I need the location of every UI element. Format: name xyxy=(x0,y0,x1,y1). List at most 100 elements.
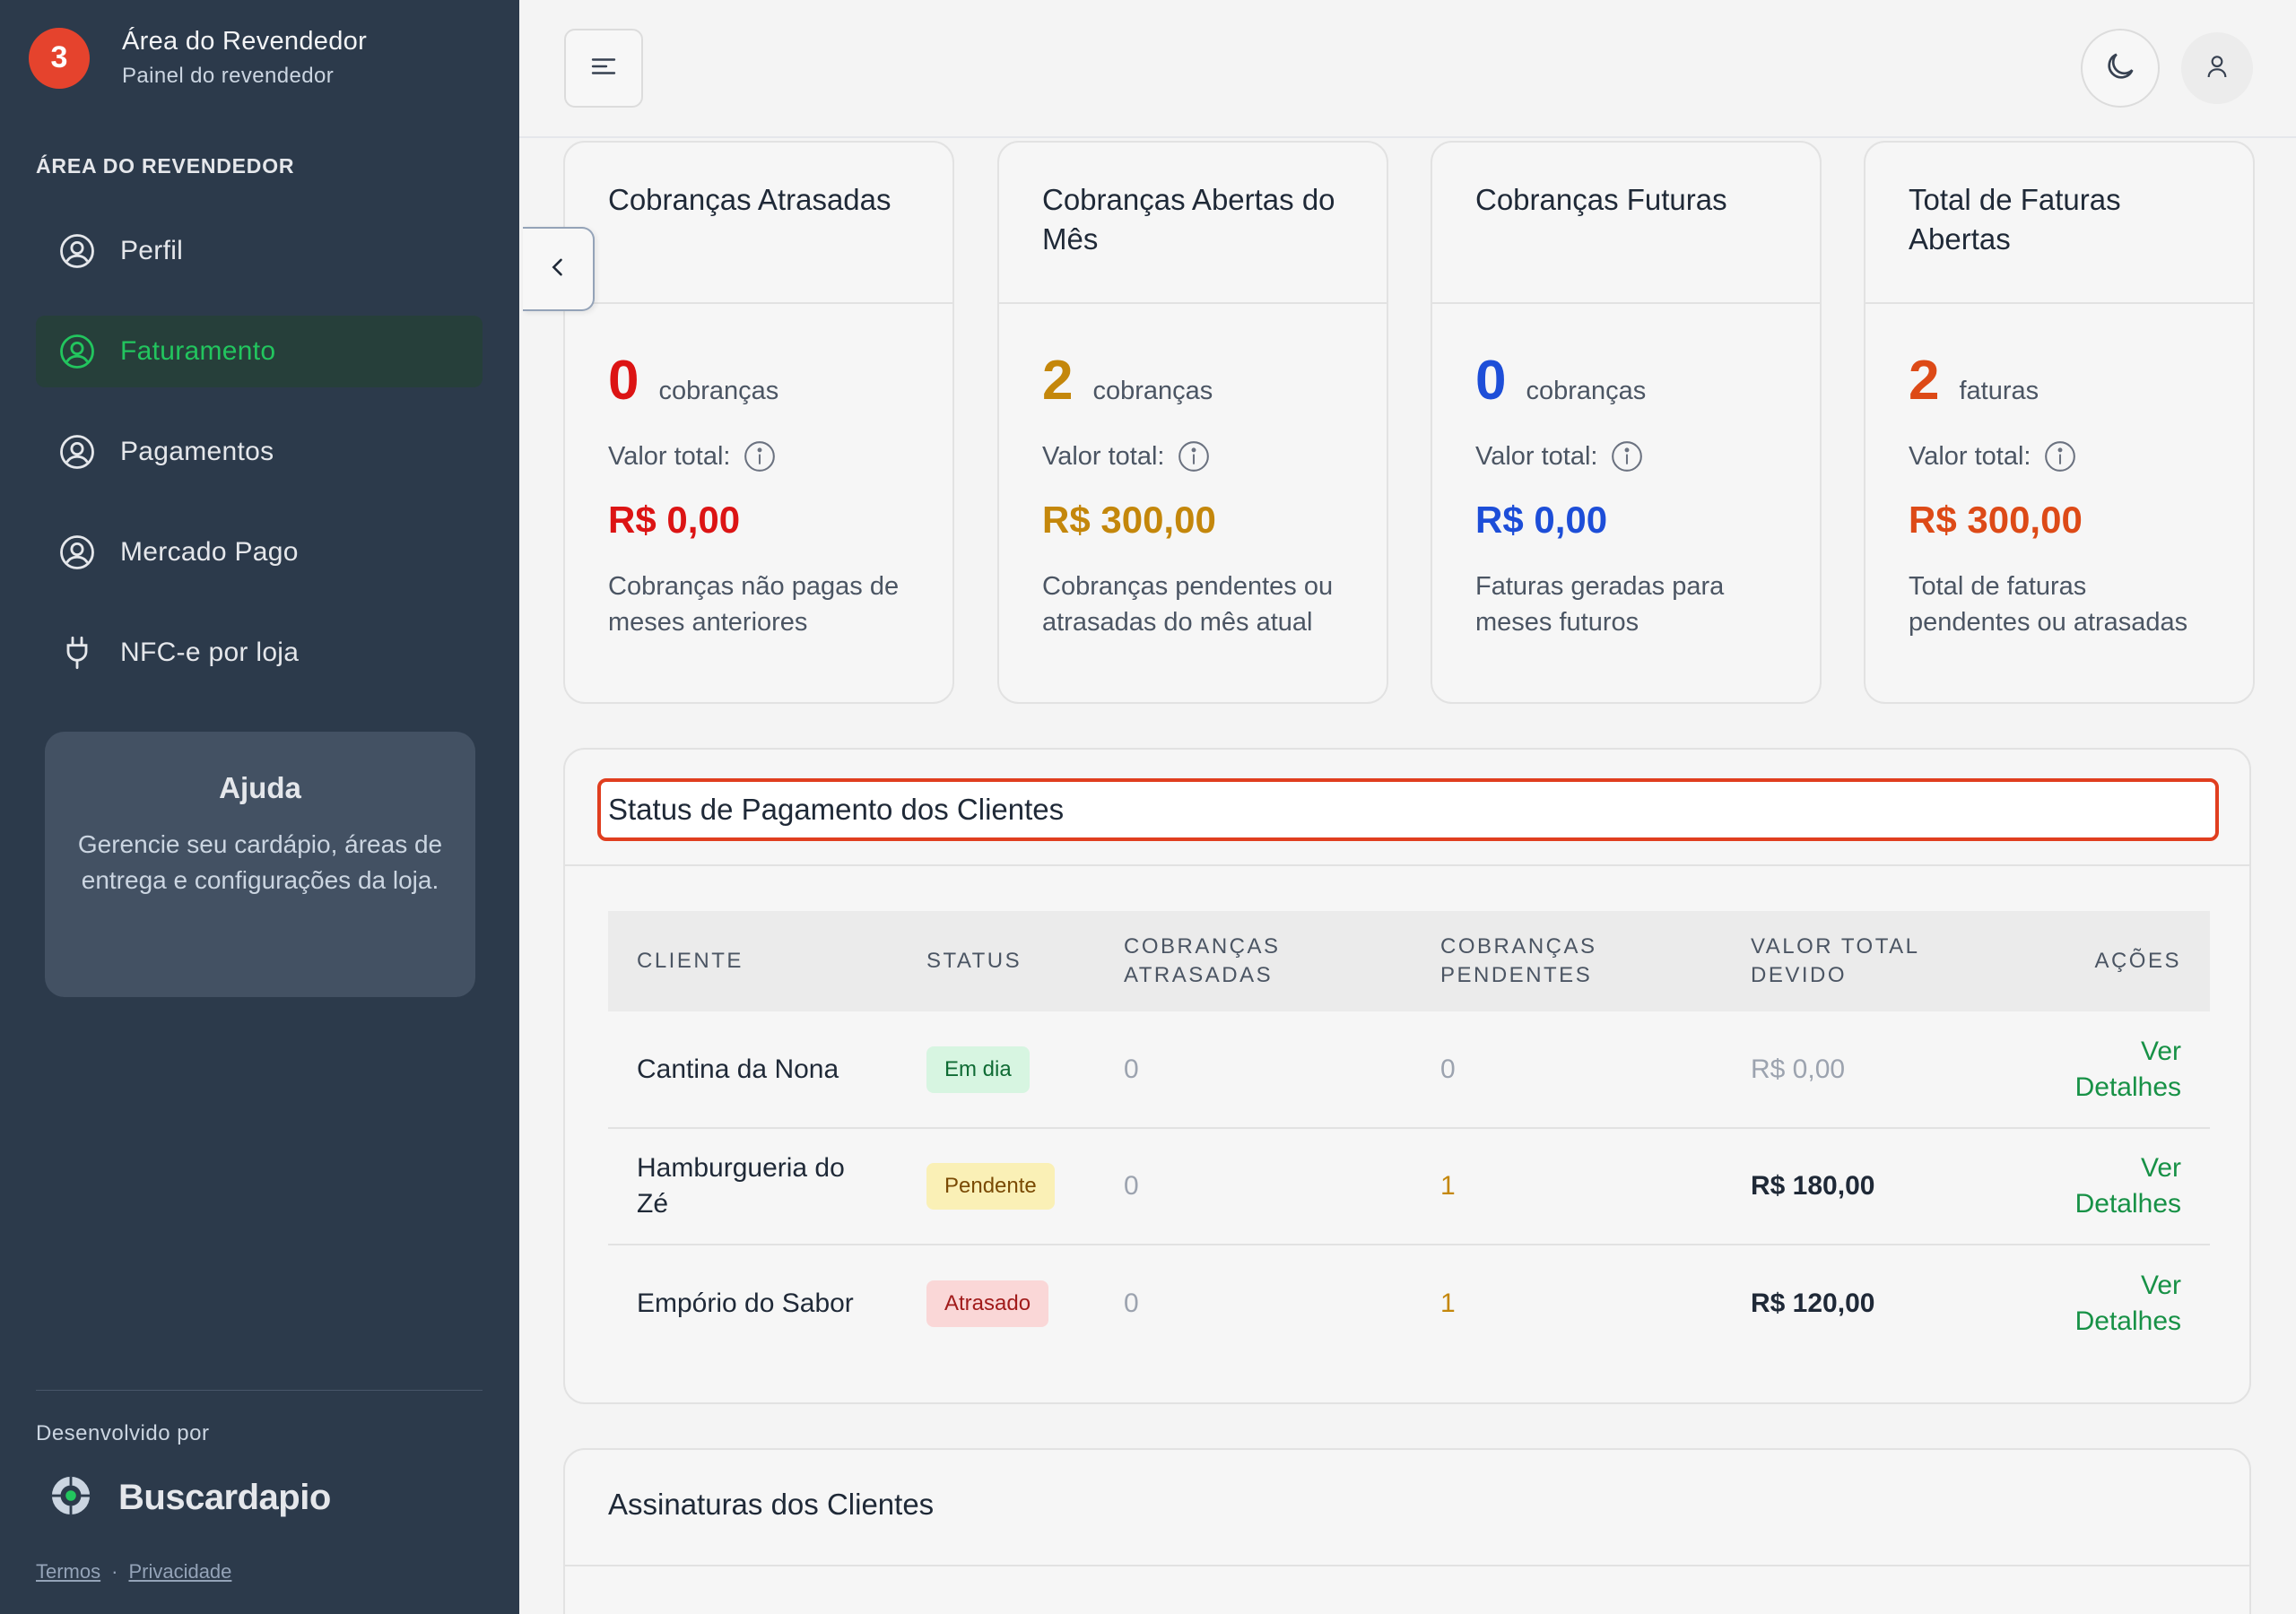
status-badge: Em dia xyxy=(926,1046,1030,1093)
stat-count: 0 xyxy=(1475,350,1507,412)
sidebar-item-label: Mercado Pago xyxy=(120,537,299,567)
stat-value: R$ 300,00 xyxy=(1909,499,2083,541)
info-icon[interactable] xyxy=(1177,439,1211,473)
stat-unit: cobranças xyxy=(1092,377,1213,405)
help-title: Ajuda xyxy=(219,771,301,804)
brand-title: Área do Revendedor xyxy=(122,27,368,56)
stat-value: R$ 0,00 xyxy=(1475,499,1608,541)
stat-card-title: Total de Faturas Abertas xyxy=(1866,143,2253,304)
status-badge: Pendente xyxy=(926,1163,1055,1210)
client-name: Empório do Sabor xyxy=(637,1288,854,1318)
table-row: Hamburgueria do Zé Pendente 0 1 R$ 180,0… xyxy=(608,1128,2210,1245)
sidebar-item-label: Pagamentos xyxy=(120,437,274,466)
stat-unit: faturas xyxy=(1959,377,2039,405)
info-icon[interactable] xyxy=(1610,439,1644,473)
legal-links: Termos · Privacidade xyxy=(36,1560,231,1584)
collapse-sidebar-button[interactable] xyxy=(523,227,595,311)
user-circle-icon xyxy=(57,533,97,572)
value-label: Valor total: xyxy=(1909,441,2031,471)
status-badge: Atrasado xyxy=(926,1280,1049,1327)
total-due: R$ 180,00 xyxy=(1751,1171,1875,1201)
stat-description: Cobranças pendentes ou atrasadas do mês … xyxy=(1042,572,1334,637)
sidebar: 3 Área do Revendedor Painel do revendedo… xyxy=(0,0,519,1614)
table-header-row: CLIENTE STATUS COBRANÇAS ATRASADAS COBRA… xyxy=(608,911,2210,1011)
value-label: Valor total: xyxy=(608,441,731,471)
brand[interactable]: 3 Área do Revendedor Painel do revendedo… xyxy=(29,27,368,94)
stat-description: Total de faturas pendentes ou atrasadas xyxy=(1909,572,2188,637)
value-label: Valor total: xyxy=(1042,441,1165,471)
plug-icon xyxy=(57,633,97,672)
payment-status-panel: Status de Pagamento dos Clientes CLIENTE… xyxy=(563,748,2251,1404)
column-header-total: VALOR TOTAL DEVIDO xyxy=(1751,934,1919,987)
partner-name: Buscardapio xyxy=(118,1478,331,1517)
pending-count: 0 xyxy=(1440,1054,1456,1084)
partner-logo[interactable]: Buscardapio xyxy=(50,1475,331,1521)
overdue-count: 0 xyxy=(1124,1171,1139,1201)
panel-title: Status de Pagamento dos Clientes xyxy=(597,778,2219,841)
stat-card-future: Cobranças Futuras 0 cobranças Valor tota… xyxy=(1431,141,1822,704)
overdue-count: 0 xyxy=(1124,1288,1139,1318)
stat-count: 2 xyxy=(1042,350,1074,412)
menu-icon xyxy=(587,50,620,87)
brand-logo: 3 xyxy=(29,27,93,94)
column-header-client: CLIENTE xyxy=(637,949,744,973)
help-text: Gerencie seu cardápio, áreas de entrega … xyxy=(77,830,443,894)
total-due: R$ 0,00 xyxy=(1751,1054,1846,1084)
stat-count: 2 xyxy=(1909,350,1940,412)
info-icon[interactable] xyxy=(743,439,777,473)
stat-card-total-open: Total de Faturas Abertas 2 faturas Valor… xyxy=(1864,141,2255,704)
sidebar-item-perfil[interactable]: Perfil xyxy=(36,215,483,287)
developed-by-label: Desenvolvido por xyxy=(36,1421,210,1445)
column-header-actions: AÇÕES xyxy=(2094,949,2181,973)
client-name: Cantina da Nona xyxy=(637,1054,839,1084)
sidebar-item-label: NFC-e por loja xyxy=(120,638,300,667)
sidebar-item-label: Perfil xyxy=(120,236,184,265)
sidebar-item-faturamento[interactable]: Faturamento xyxy=(36,316,483,387)
sidebar-item-nfce[interactable]: NFC-e por loja xyxy=(36,617,483,689)
view-details-link[interactable]: Ver Detalhes xyxy=(2074,1270,2181,1336)
table-row: Empório do Sabor Atrasado 0 1 R$ 120,00 … xyxy=(608,1245,2210,1361)
chevron-left-icon xyxy=(545,255,570,284)
subscriptions-title: Assinaturas dos Clientes xyxy=(565,1450,2249,1566)
value-label: Valor total: xyxy=(1475,441,1598,471)
view-details-link[interactable]: Ver Detalhes xyxy=(2074,1036,2181,1102)
menu-button[interactable] xyxy=(564,29,643,108)
sidebar-item-pagamentos[interactable]: Pagamentos xyxy=(36,416,483,488)
stat-value: R$ 0,00 xyxy=(608,499,741,541)
sidebar-divider xyxy=(36,1390,483,1391)
user-menu-button[interactable] xyxy=(2181,32,2253,104)
brand-badge: 3 xyxy=(50,40,68,74)
user-circle-icon xyxy=(57,432,97,472)
stat-card-title: Cobranças Futuras xyxy=(1432,143,1820,304)
payment-status-table: CLIENTE STATUS COBRANÇAS ATRASADAS COBRA… xyxy=(608,911,2210,1361)
terms-link[interactable]: Termos xyxy=(36,1560,101,1583)
stat-card-open-month: Cobranças Abertas do Mês 2 cobranças Val… xyxy=(997,141,1388,704)
pending-count: 1 xyxy=(1440,1171,1456,1201)
sidebar-section-label: ÁREA DO REVENDEDOR xyxy=(36,154,295,178)
stat-unit: cobranças xyxy=(658,377,779,405)
overdue-count: 0 xyxy=(1124,1054,1139,1084)
stat-card-title: Cobranças Abertas do Mês xyxy=(999,143,1387,304)
brand-subtitle: Painel do revendedor xyxy=(122,64,335,88)
stat-description: Faturas geradas para meses futuros xyxy=(1475,572,1725,637)
subscriptions-panel: Assinaturas dos Clientes xyxy=(563,1448,2251,1614)
aperture-icon xyxy=(50,1475,91,1521)
stat-card-title: Cobranças Atrasadas xyxy=(565,143,952,304)
stat-unit: cobranças xyxy=(1526,377,1647,405)
sidebar-item-mercado-pago[interactable]: Mercado Pago xyxy=(36,516,483,588)
pending-count: 1 xyxy=(1440,1288,1456,1318)
info-icon[interactable] xyxy=(2043,439,2077,473)
column-header-pending: COBRANÇAS PENDENTES xyxy=(1440,934,1597,987)
sidebar-nav: Perfil Faturamento Pagamentos Mercado Pa… xyxy=(36,215,483,717)
theme-toggle-button[interactable] xyxy=(2081,29,2160,108)
stat-description: Cobranças não pagas de meses anteriores xyxy=(608,572,900,637)
stat-count: 0 xyxy=(608,350,639,412)
user-icon xyxy=(2203,52,2231,85)
top-bar xyxy=(519,0,2296,138)
privacy-link[interactable]: Privacidade xyxy=(128,1560,232,1583)
legal-separator: · xyxy=(111,1560,118,1583)
total-due: R$ 120,00 xyxy=(1751,1288,1875,1318)
moon-icon xyxy=(2102,48,2138,89)
user-circle-icon xyxy=(57,231,97,271)
view-details-link[interactable]: Ver Detalhes xyxy=(2074,1153,2181,1219)
